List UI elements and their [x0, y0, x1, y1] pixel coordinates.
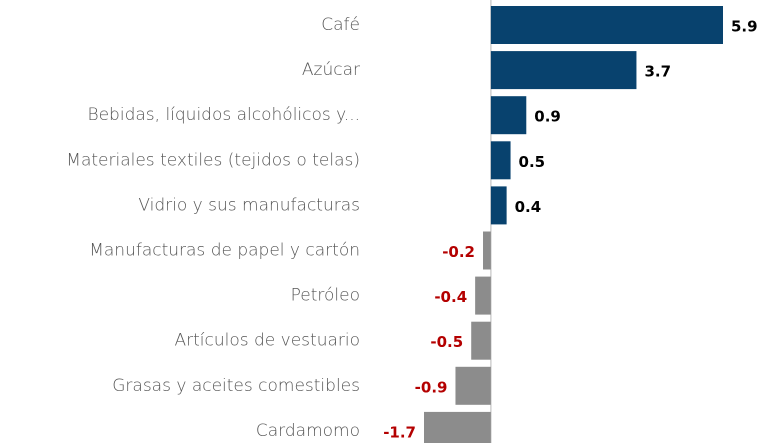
value-label: 0.5: [519, 153, 546, 171]
value-label: 5.9: [731, 18, 758, 36]
value-label: -0.4: [434, 288, 467, 306]
category-label: Artículos de vestuario: [174, 331, 360, 351]
category-label: Azúcar: [302, 60, 360, 80]
category-label: Manufacturas de papel y cartón: [89, 241, 360, 261]
bar: [490, 96, 527, 135]
category-label: Café: [321, 15, 360, 35]
value-label: -1.7: [383, 423, 416, 441]
category-label: Petróleo: [291, 286, 360, 306]
value-label: 0.4: [515, 198, 542, 216]
bar: [475, 276, 491, 315]
bar: [490, 51, 637, 90]
bar: [424, 411, 491, 443]
category-label: Materiales textiles (tejidos o telas): [66, 150, 360, 170]
value-label: -0.9: [415, 378, 448, 396]
bar: [483, 231, 491, 270]
category-label: Vidrio y sus manufacturas: [138, 195, 360, 215]
bar: [490, 141, 511, 180]
value-label: 3.7: [644, 63, 671, 81]
value-label: -0.5: [430, 333, 463, 351]
category-label: Cardamomo: [256, 421, 360, 441]
category-label: Grasas y aceites comestibles: [112, 376, 360, 396]
bar: [455, 366, 491, 405]
bar: [490, 186, 507, 225]
value-label: -0.2: [442, 243, 475, 261]
bar: [490, 6, 723, 44]
category-label: Bebidas, líquidos alcohólicos y...: [87, 105, 360, 125]
bar: [471, 321, 491, 360]
value-label: 0.9: [534, 108, 561, 126]
